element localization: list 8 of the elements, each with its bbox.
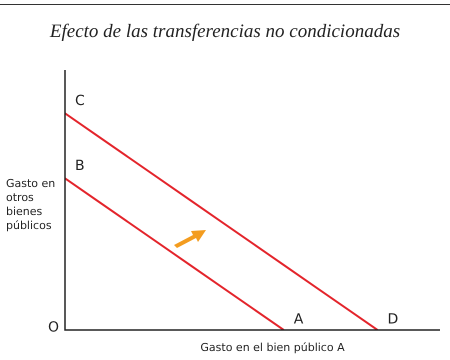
y-axis-title: Gasto en otros bienes públicos	[6, 176, 56, 232]
chart-title: Efecto de las transferencias no condicionadas	[48, 21, 400, 42]
annotation: D	[388, 312, 398, 328]
annotation: B	[75, 158, 85, 174]
annotation: A	[294, 312, 304, 328]
text: C	[75, 92, 85, 109]
text: O	[48, 320, 59, 336]
x-axis-title: Gasto en el bien público A	[200, 340, 346, 354]
